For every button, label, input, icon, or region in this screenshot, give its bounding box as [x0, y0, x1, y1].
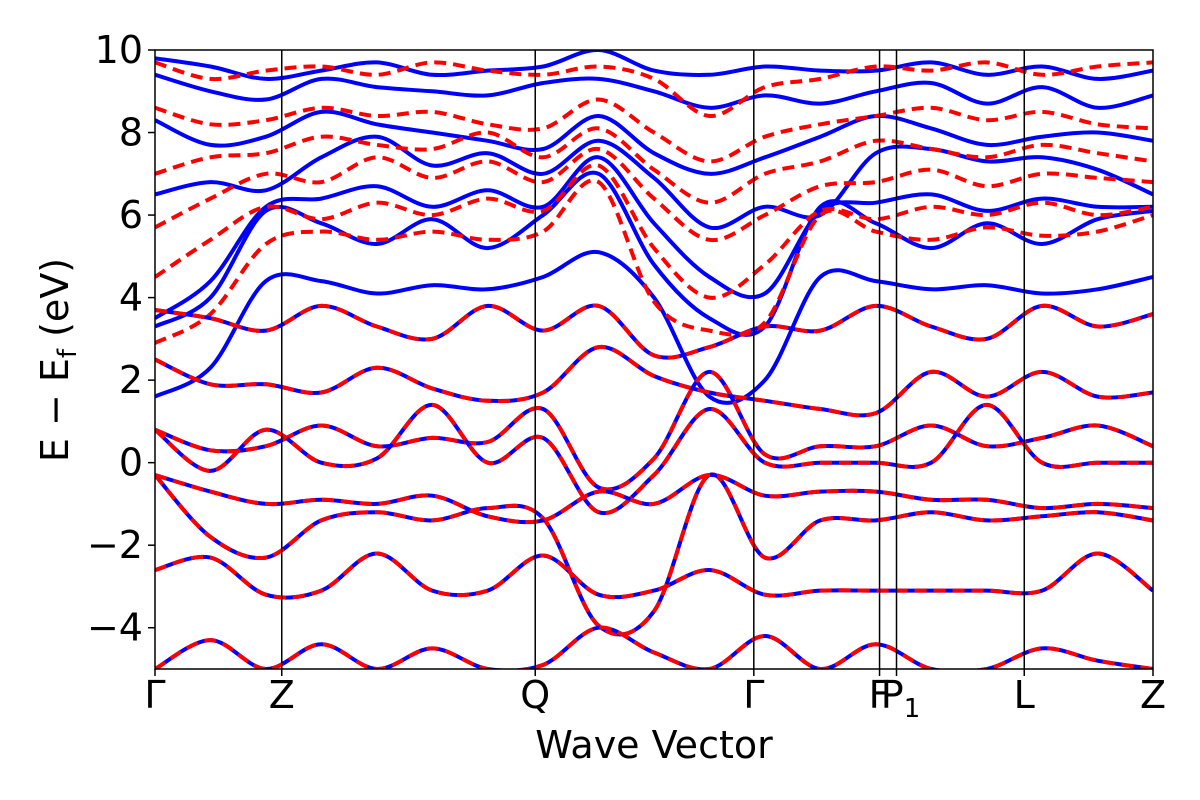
red-band-2: [155, 146, 1153, 242]
red-band-1: [155, 163, 1153, 300]
y-tick-label-6: 8: [119, 111, 143, 155]
red-band-4: [155, 97, 1153, 164]
plot-frame: [154, 49, 1154, 670]
shared-band-blue-0: [155, 551, 1153, 600]
y-axis: −4 −2 0 2 4 6 8 10: [87, 28, 155, 650]
x-tick-label-7: Z: [1140, 673, 1166, 717]
red-band-0: [155, 178, 1153, 345]
y-tick-label-5: 6: [119, 193, 143, 237]
blue-band-6: [155, 50, 1153, 81]
blue-band-4: [155, 109, 1153, 176]
x-tick-label-5: P1: [881, 673, 920, 724]
shared-band-red-4: [155, 345, 1153, 418]
y-tick-label-2: 0: [119, 441, 143, 485]
kpoint-lines: [280, 50, 1026, 669]
shared-band-red-3: [155, 402, 1153, 516]
y-tick-label-4: 4: [119, 276, 143, 320]
blue-band-5: [155, 72, 1153, 110]
shared-band-red-2: [155, 369, 1153, 492]
y-axis-label: E − Ef (eV): [33, 258, 83, 462]
x-axis: Γ Z Q Γ FP1 L Z: [144, 669, 1166, 724]
red-band-5: [155, 60, 1153, 118]
y-tick-label-1: −2: [87, 523, 143, 567]
shared-band-red-5: [155, 303, 1153, 360]
shared-band-red-1: [155, 472, 1153, 637]
x-tick-label-sub-5: 1: [904, 694, 921, 724]
y-tick-label-7: 10: [95, 28, 143, 72]
x-tick-label-3: Γ: [743, 673, 764, 717]
x-tick-label-4: F: [869, 673, 891, 717]
shared-band-red-7: [155, 472, 1153, 525]
bands-layer: [155, 50, 1153, 669]
blue-band-2: [155, 155, 1153, 320]
x-tick-label-6: L: [1014, 673, 1035, 717]
x-tick-label-1: Z: [269, 673, 295, 717]
blue-band-0: [155, 249, 1153, 405]
shared-band-blue-7: [155, 472, 1153, 525]
y-tick-label-3: 2: [119, 358, 143, 402]
red-band-3: [155, 126, 1153, 205]
x-axis-label: Wave Vector: [535, 723, 773, 767]
shared-band-red-0: [155, 551, 1153, 600]
y-tick-label-0: −4: [87, 606, 143, 650]
blue-band-1: [155, 170, 1153, 337]
x-tick-label-0: Γ: [144, 673, 165, 717]
blue-band-3: [155, 134, 1153, 231]
shared-band-blue-6: [155, 625, 1153, 669]
x-tick-label-2: Q: [520, 673, 550, 717]
